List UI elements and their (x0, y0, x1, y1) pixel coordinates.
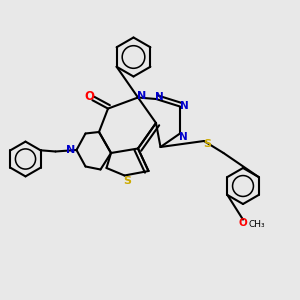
Text: N: N (180, 100, 189, 111)
Text: S: S (124, 176, 131, 186)
Text: N: N (67, 145, 76, 155)
Text: O: O (238, 218, 247, 228)
Text: N: N (154, 92, 164, 102)
Text: N: N (137, 91, 146, 101)
Text: CH₃: CH₃ (248, 220, 265, 229)
Text: S: S (203, 139, 211, 149)
Text: O: O (84, 90, 94, 103)
Text: N: N (178, 131, 188, 142)
